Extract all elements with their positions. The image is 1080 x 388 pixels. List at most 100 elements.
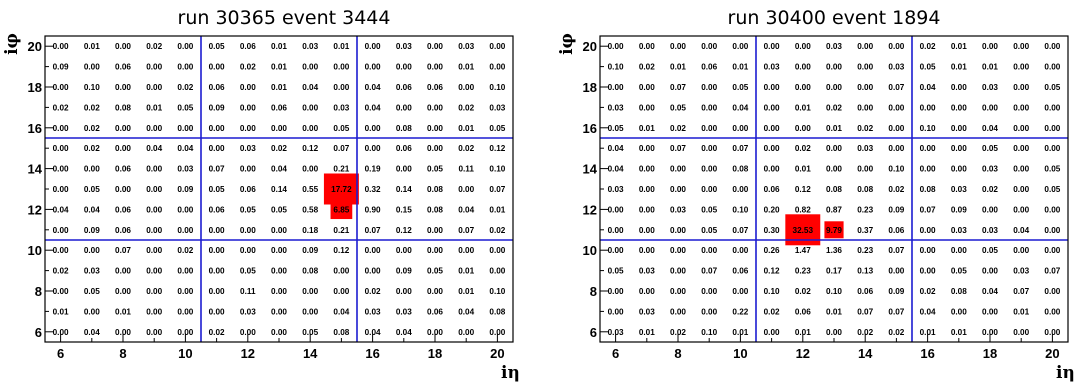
cell-value: 0.00 (732, 124, 748, 133)
cell-value: 0.00 (365, 42, 381, 51)
cell-value: 0.00 (146, 165, 162, 174)
cell-value: 0.00 (333, 63, 349, 72)
cell-value: 0.12 (795, 185, 811, 194)
cell-value: 0.00 (427, 287, 443, 296)
cell-value: 0.00 (1044, 328, 1060, 337)
cell-value: 0.00 (1013, 328, 1029, 337)
cell-value: 0.01 (458, 267, 474, 276)
highlight-cell-13-11 (824, 221, 844, 239)
cell-value: 0.06 (115, 63, 131, 72)
cell-value: 0.00 (888, 42, 904, 51)
cell-value: 0.01 (951, 42, 967, 51)
cell-value: 0.01 (53, 307, 69, 316)
cell-value: 0.00 (177, 205, 193, 214)
x-tick-label: 16 (920, 346, 934, 361)
cell-value: 0.02 (857, 328, 873, 337)
cell-value: 0.00 (1013, 144, 1029, 153)
cell-value: 0.00 (333, 267, 349, 276)
cell-value: 0.03 (982, 226, 998, 235)
cell-value: 0.00 (670, 226, 686, 235)
cell-value: 0.08 (732, 165, 748, 174)
cell-value: 1.36 (826, 246, 842, 255)
cell-value: 0.00 (177, 63, 193, 72)
cell-value: 0.00 (701, 307, 717, 316)
cell-value: 0.07 (732, 226, 748, 235)
cell-value: 0.00 (701, 124, 717, 133)
cell-value: 0.00 (888, 103, 904, 112)
cell-value: 0.07 (1013, 287, 1029, 296)
cell-value: 0.00 (146, 63, 162, 72)
cell-value: 0.00 (146, 267, 162, 276)
cell-value: 0.00 (396, 103, 412, 112)
cell-value: 0.06 (396, 83, 412, 92)
cell-value: 0.02 (458, 103, 474, 112)
cell-value: 0.00 (1013, 124, 1029, 133)
cell-value: 0.00 (396, 165, 412, 174)
cell-value: 0.00 (1044, 42, 1060, 51)
cell-value: 0.00 (920, 165, 936, 174)
cell-value: 0.12 (302, 144, 318, 153)
cell-value: 0.15 (396, 205, 412, 214)
cell-value: 0.00 (53, 185, 69, 194)
cell-value: 0.02 (764, 307, 780, 316)
cell-value: 0.00 (177, 328, 193, 337)
cell-value: 0.00 (639, 287, 655, 296)
cell-value: 0.00 (365, 267, 381, 276)
cell-value: 0.01 (670, 63, 686, 72)
cell-value: 0.03 (888, 63, 904, 72)
cell-value: 0.07 (365, 226, 381, 235)
cell-value: 0.00 (302, 124, 318, 133)
cell-value: 0.02 (982, 185, 998, 194)
cell-value: 0.04 (84, 205, 100, 214)
cell-value: 0.03 (84, 267, 100, 276)
cell-value: 0.05 (427, 267, 443, 276)
cell-value: 0.00 (1044, 307, 1060, 316)
cell-value: 0.08 (302, 267, 318, 276)
cell-value: 0.01 (795, 328, 811, 337)
cell-value: 0.04 (365, 103, 381, 112)
cell-value: 0.00 (764, 83, 780, 92)
cell-value: 0.05 (240, 267, 256, 276)
cell-value: 0.01 (271, 42, 287, 51)
cell-value: 0.00 (857, 165, 873, 174)
cell-value: 0.05 (951, 267, 967, 276)
y-tick-label: 10 (583, 243, 597, 258)
cell-value: 0.00 (271, 246, 287, 255)
cell-value: 0.05 (608, 124, 624, 133)
highlight-cell-15-12 (330, 199, 353, 220)
cell-value: 0.04 (396, 328, 412, 337)
cell-value: 0.00 (1013, 42, 1029, 51)
cell-value: 0.07 (888, 246, 904, 255)
cell-value: 0.00 (365, 246, 381, 255)
cell-value: 0.02 (670, 124, 686, 133)
cell-value: 0.06 (795, 307, 811, 316)
cell-value: 0.00 (209, 226, 225, 235)
cell-value: 0.01 (951, 63, 967, 72)
cell-value: 0.00 (951, 103, 967, 112)
cell-value: 0.03 (826, 42, 842, 51)
cell-value: 0.02 (795, 287, 811, 296)
cell-value: 0.01 (951, 328, 967, 337)
cell-value: 0.07 (209, 165, 225, 174)
cell-value: 0.00 (240, 124, 256, 133)
cell-value: 0.00 (1044, 205, 1060, 214)
cell-value: 0.00 (365, 63, 381, 72)
cell-value: 0.00 (608, 205, 624, 214)
cell-value: 0.09 (53, 63, 69, 72)
cell-value: 0.03 (608, 103, 624, 112)
cell-value: 0.00 (115, 124, 131, 133)
cell-value: 0.00 (670, 165, 686, 174)
cell-value: 0.00 (240, 165, 256, 174)
cell-value: 0.00 (427, 144, 443, 153)
cell-value: 0.30 (764, 226, 780, 235)
x-tick-label: 8 (674, 346, 681, 361)
cell-value: 0.06 (240, 42, 256, 51)
plot-title-right: run 30400 event 1894 (728, 7, 941, 29)
cell-value: 0.00 (701, 83, 717, 92)
cell-value: 0.02 (177, 246, 193, 255)
cell-value: 0.18 (302, 226, 318, 235)
cell-value: 0.07 (701, 267, 717, 276)
heatmap-plot-left: run 30365 event 3444 0.00 0.01 0.00 0.02 0.0… (2, 7, 520, 383)
cell-value: 0.05 (732, 83, 748, 92)
y-tick-label: 14 (583, 162, 598, 177)
